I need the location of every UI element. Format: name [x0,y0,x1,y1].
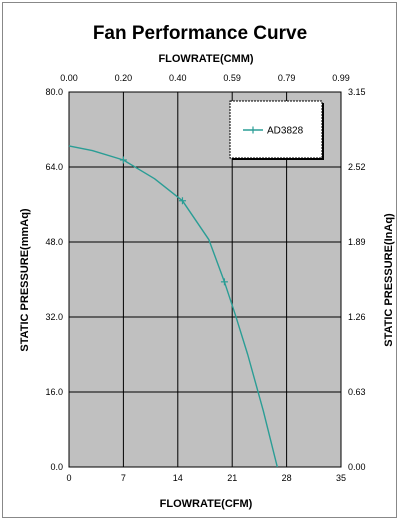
x-bottom-tick-label: 0 [66,473,71,483]
legend-label-ad3828: AD3828 [267,126,304,137]
tick-labels: 0 0.00 7 0.20 14 0.40 21 0.59 28 0.79 35 0.99 0.0 0.0… [45,73,365,483]
y-left-axis-title: STATIC PRESSURE(mmAq) [19,208,31,352]
x-top-axis-title: FLOWRATE(CMM) [158,53,253,65]
data-point-marker [119,156,127,164]
x-bottom-tick-label: 21 [227,473,237,483]
x-bottom-tick-label: 14 [173,473,183,483]
x-bottom-tick-label: 35 [336,473,346,483]
legend-box [229,100,323,159]
y-right-axis-title: STATIC PRESSURE(InAq) [383,213,395,347]
y-left-tick-label: 32.0 [45,312,63,322]
x-bottom-tick-label: 28 [282,473,292,483]
series-line-ad3828 [68,145,278,468]
x-bottom-axis-title: FLOWRATE(CFM) [160,498,253,510]
data-point-marker [220,278,228,286]
x-top-tick-label: 0.59 [223,73,241,83]
y-left-tick-label: 16.0 [45,387,63,397]
y-left-tick-label: 0.0 [50,462,63,472]
y-right-tick-label: 1.89 [348,237,366,247]
y-right-tick-label: 1.26 [348,312,366,322]
y-right-tick-label: 3.15 [348,87,366,97]
x-top-tick-label: 0.20 [115,73,133,83]
y-right-tick-label: 0.00 [348,462,366,472]
legend: AD3828 [229,100,324,160]
x-top-tick-label: 0.99 [332,73,350,83]
series-layer [68,145,278,468]
chart-title: Fan Performance Curve [93,23,307,44]
y-right-tick-label: 0.63 [348,387,366,397]
data-point-marker [178,197,186,205]
x-top-tick-label: 0.40 [169,73,187,83]
y-left-tick-label: 48.0 [45,237,63,247]
x-top-tick-label: 0.00 [60,73,78,83]
x-top-tick-label: 0.79 [278,73,296,83]
grid-lines [69,92,341,467]
x-bottom-tick-label: 7 [121,473,126,483]
y-left-tick-label: 64.0 [45,162,63,172]
y-left-tick-label: 80.0 [45,87,63,97]
y-right-tick-label: 2.52 [348,162,366,172]
